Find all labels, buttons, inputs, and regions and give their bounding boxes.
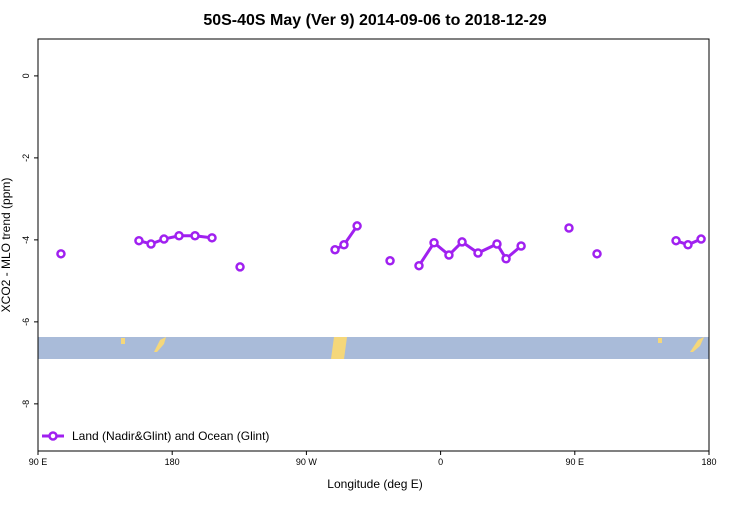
point — [501, 253, 511, 264]
map-band — [38, 337, 709, 359]
point — [473, 248, 483, 258]
x-tick-label: 180 — [701, 457, 716, 467]
x-tick-label: 90 E — [566, 457, 585, 467]
y-tick-label: -6 — [21, 318, 31, 326]
y-tick-label: -8 — [21, 400, 31, 408]
x-tick-label: 0 — [438, 457, 443, 467]
point — [671, 235, 681, 246]
point — [696, 234, 706, 244]
point — [592, 249, 602, 259]
point — [414, 260, 424, 271]
point — [385, 256, 395, 266]
legend-marker — [48, 431, 58, 441]
x-tick-label: 90 W — [296, 457, 318, 467]
land-shapes — [121, 337, 704, 359]
point — [190, 231, 200, 241]
y-tick-label: -2 — [21, 154, 31, 162]
chart-title: 50S-40S May (Ver 9) 2014-09-06 to 2018-1… — [203, 12, 546, 29]
point — [174, 231, 184, 241]
plot-frame — [37, 38, 710, 452]
point — [683, 240, 693, 250]
point — [339, 240, 349, 250]
point — [564, 223, 574, 233]
point — [235, 262, 245, 272]
point — [352, 221, 362, 231]
point — [207, 233, 217, 243]
point — [146, 239, 156, 249]
point — [429, 237, 439, 248]
y-tick-label: 0 — [21, 73, 31, 78]
point — [516, 241, 526, 251]
point — [457, 237, 467, 247]
point — [444, 250, 454, 260]
point — [159, 234, 169, 244]
x-tick-label: 90 E — [29, 457, 48, 467]
x-axis-label: Longitude (deg E) — [327, 477, 422, 491]
y-axis-label: XCO2 - MLO trend (ppm) — [0, 178, 13, 313]
point — [492, 239, 502, 249]
legend-label: Land (Nadir&Glint) and Ocean (Glint) — [72, 429, 269, 443]
point — [330, 244, 340, 255]
point — [56, 249, 66, 259]
x-tick-label: 180 — [165, 457, 180, 467]
y-tick-label: -4 — [21, 236, 31, 244]
point — [134, 235, 144, 246]
